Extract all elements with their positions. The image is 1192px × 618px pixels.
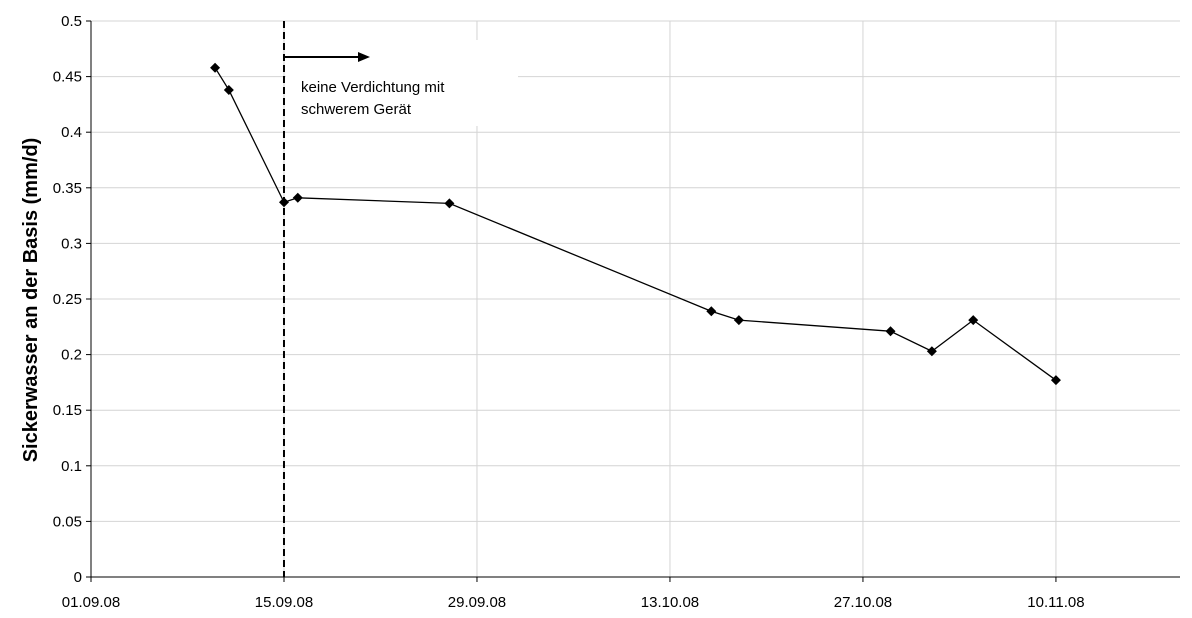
data-point-marker xyxy=(968,315,979,326)
y-tick-label: 0.05 xyxy=(53,513,82,530)
annotation-arrow-head xyxy=(357,52,370,62)
x-tick-label: 01.09.08 xyxy=(62,594,120,611)
x-tick-label: 13.10.08 xyxy=(641,594,699,611)
y-tick-label: 0.15 xyxy=(53,402,82,419)
data-point-marker xyxy=(1050,375,1061,386)
y-tick-label: 0.1 xyxy=(61,458,82,475)
y-tick-label: 0.45 xyxy=(53,69,82,86)
y-tick-label: 0 xyxy=(74,569,82,586)
x-tick-label: 10.11.08 xyxy=(1027,594,1084,611)
data-point-marker xyxy=(926,346,937,357)
y-tick-label: 0.2 xyxy=(61,347,82,364)
tick-labels: 0 0.05 0.1 0.15 0.2 0.25 0.3 0.35 0.4 0.45 0.5 01.0… xyxy=(53,13,1085,611)
data-point-marker xyxy=(292,192,303,203)
data-point-marker xyxy=(706,306,717,317)
data-point-marker xyxy=(210,62,221,73)
y-tick-label: 0.5 xyxy=(61,13,82,30)
x-tick-label: 15.09.08 xyxy=(255,594,313,611)
data-point-marker xyxy=(278,197,289,208)
y-tick-label: 0.3 xyxy=(61,235,82,252)
y-tick-label: 0.25 xyxy=(53,291,82,308)
annotation-background xyxy=(285,40,518,126)
annotation-text-line: keine Verdichtung mit xyxy=(301,79,445,96)
annotation-text-line: schwerem Gerät xyxy=(301,101,412,118)
y-tick-label: 0.35 xyxy=(53,180,82,197)
x-tick-label: 29.09.08 xyxy=(448,594,506,611)
grid xyxy=(91,20,1180,577)
series xyxy=(210,62,1061,386)
data-point-marker xyxy=(885,326,896,337)
x-tick-label: 27.10.08 xyxy=(834,594,892,611)
data-point-marker xyxy=(444,198,455,209)
data-point-marker xyxy=(733,315,744,326)
axes xyxy=(86,20,1180,582)
y-tick-label: 0.4 xyxy=(61,124,82,141)
y-axis-label: Sickerwasser an der Basis (mm/d) xyxy=(20,138,42,463)
annotation: keine Verdichtung mit schwerem Gerät xyxy=(282,21,518,577)
data-point-marker xyxy=(223,84,234,95)
